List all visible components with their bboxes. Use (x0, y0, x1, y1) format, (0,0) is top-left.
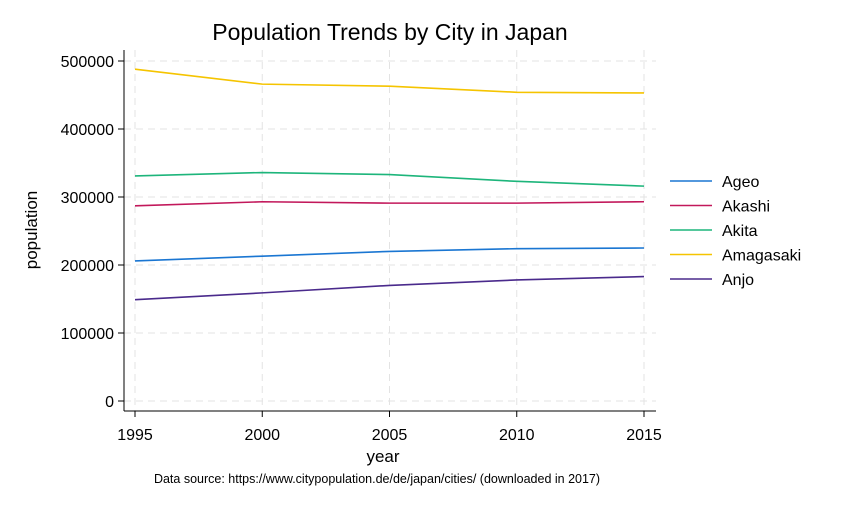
x-tick-label: 1995 (117, 427, 153, 444)
series-line-akashi (134, 200, 645, 207)
series-line-amagasaki (134, 68, 645, 94)
grid (124, 50, 656, 411)
x-tick-label: 2015 (626, 427, 662, 444)
series-line-ageo (134, 247, 645, 262)
legend: Ageo Akashi Akita Amagasaki Anjo (670, 174, 801, 289)
y-tick-label: 0 (105, 394, 114, 411)
y-tick-label: 400000 (61, 122, 114, 139)
legend-label-amagasaki: Amagasaki (722, 248, 801, 265)
y-tick-label: 200000 (61, 258, 114, 275)
series-line-akita (134, 171, 645, 187)
data-source-note: Data source: https://www.citypopulation.… (154, 472, 600, 486)
legend-label-akita: Akita (722, 223, 758, 240)
series-lines (134, 68, 645, 301)
x-tick-label: 2005 (372, 427, 408, 444)
y-axis-label: population (22, 191, 41, 269)
axes: 0 100000 200000 300000 400000 500000 1995 2000 2… (61, 50, 662, 444)
legend-label-akashi: Akashi (722, 199, 770, 216)
y-tick-label: 500000 (61, 54, 114, 71)
chart-title: Population Trends by City in Japan (212, 19, 567, 45)
x-tick-label: 2000 (244, 427, 280, 444)
y-tick-label: 300000 (61, 190, 114, 207)
legend-label-anjo: Anjo (722, 272, 754, 289)
legend-label-ageo: Ageo (722, 174, 759, 191)
x-tick-label: 2010 (499, 427, 535, 444)
series-line-anjo (134, 275, 645, 301)
y-tick-label: 100000 (61, 326, 114, 343)
x-axis-label: year (366, 447, 399, 466)
